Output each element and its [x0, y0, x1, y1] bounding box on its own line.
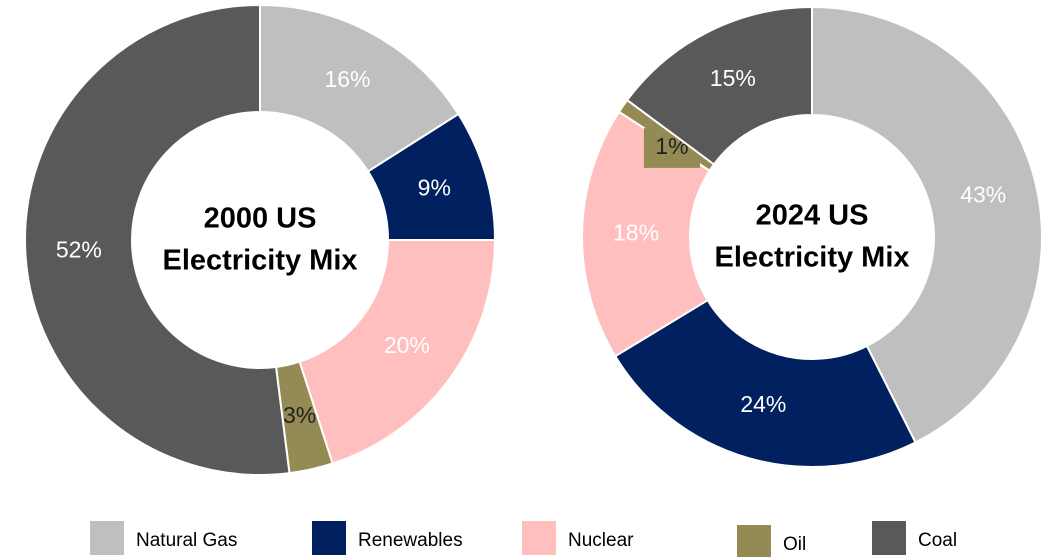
data-label: 18% — [613, 219, 659, 245]
chart-title: Electricity Mix — [714, 242, 909, 274]
data-label: 52% — [56, 236, 102, 262]
data-label: 24% — [740, 391, 786, 417]
data-label: 16% — [324, 66, 370, 92]
legend-label: Oil — [783, 534, 806, 555]
legend-label: Natural Gas — [136, 530, 237, 551]
legend-swatch — [737, 525, 771, 557]
data-label: 9% — [418, 174, 451, 200]
data-label: 20% — [384, 332, 430, 358]
data-label: 15% — [710, 65, 756, 91]
donut-slice — [259, 3, 460, 173]
legend-label: Renewables — [358, 530, 463, 551]
chart-title: 2000 US — [204, 203, 317, 235]
legend-swatch — [522, 521, 556, 555]
donut-slice — [298, 239, 497, 465]
data-label: 43% — [960, 181, 1006, 207]
chart-title: 2024 US — [756, 200, 869, 232]
legend-swatch — [90, 521, 124, 555]
data-label: 3% — [283, 402, 316, 428]
donut-slice — [24, 3, 291, 476]
legend-label: Nuclear — [568, 530, 634, 551]
legend-swatch — [312, 521, 346, 555]
legend-swatch — [872, 521, 906, 555]
donut-slice — [613, 298, 917, 468]
legend-label: Coal — [918, 530, 957, 551]
donut-slice — [581, 110, 712, 358]
chart-title: Electricity Mix — [162, 245, 357, 277]
donut-slice — [811, 5, 1041, 444]
donut-slice — [625, 5, 813, 166]
